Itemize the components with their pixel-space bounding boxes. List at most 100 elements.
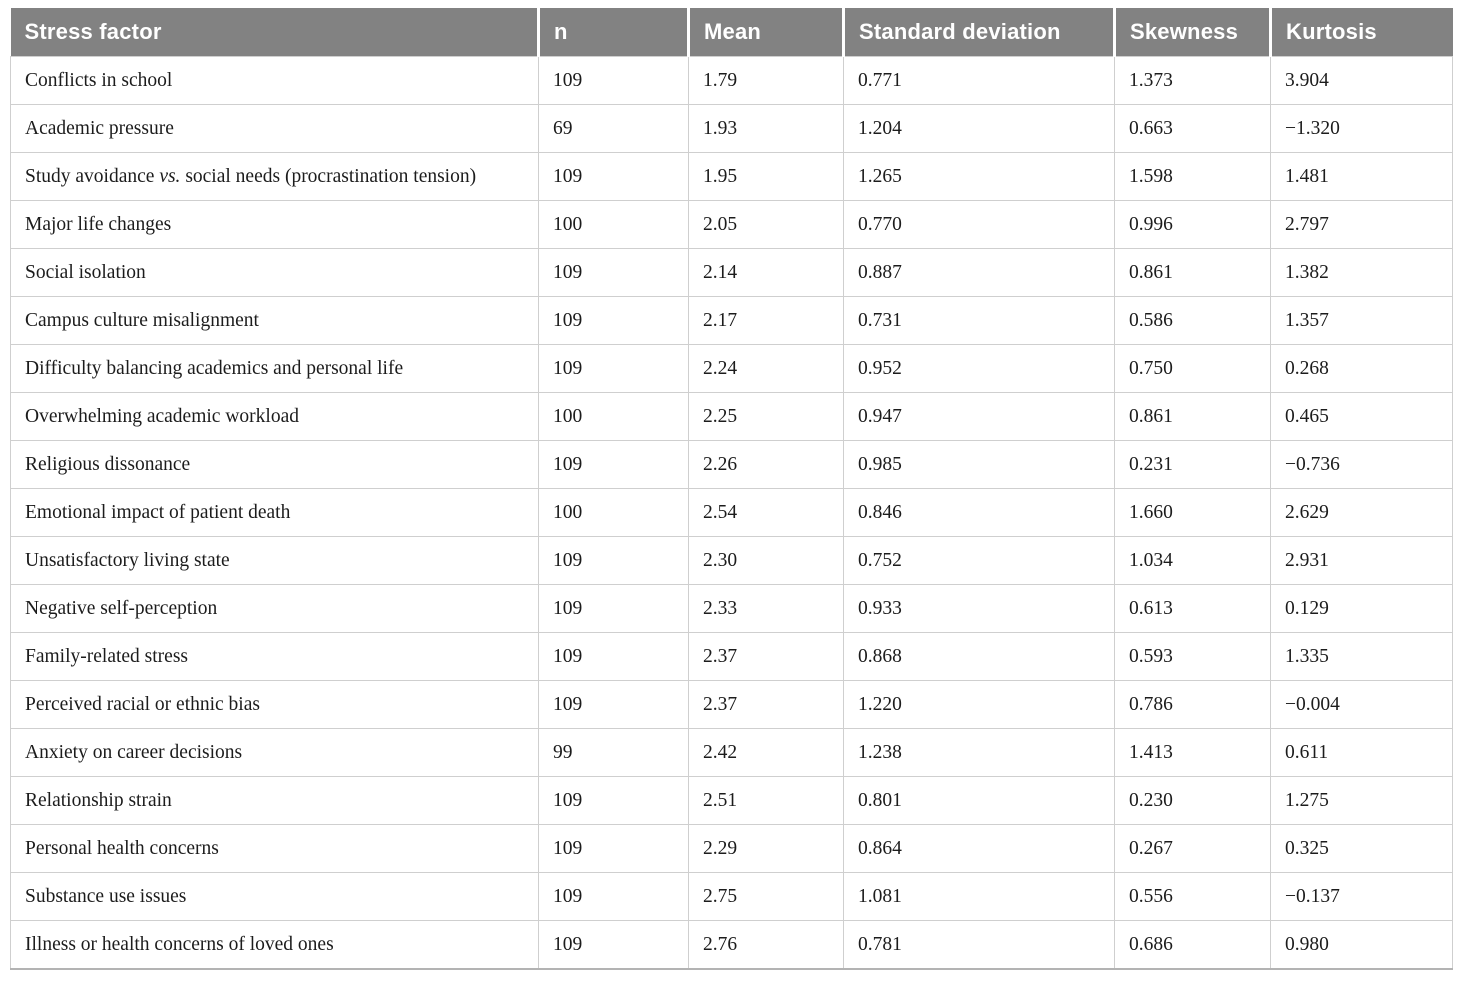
cell-factor: Family-related stress (10, 632, 539, 681)
cell-factor: Unsatisfactory living state (10, 536, 539, 585)
cell-factor: Religious dissonance (10, 440, 539, 489)
cell-mean: 2.37 (688, 632, 844, 681)
cell-mean: 2.26 (688, 440, 844, 489)
cell-skewness: 0.586 (1114, 296, 1271, 345)
cell-factor: Social isolation (10, 248, 539, 297)
cell-n: 109 (538, 824, 689, 873)
cell-kurtosis: 1.335 (1270, 632, 1453, 681)
col-header-stress-factor: Stress factor (10, 8, 539, 57)
cell-n: 100 (538, 488, 689, 537)
cell-sd: 0.868 (843, 632, 1115, 681)
cell-factor: Overwhelming academic workload (10, 392, 539, 441)
cell-factor: Campus culture misalignment (10, 296, 539, 345)
cell-sd: 0.752 (843, 536, 1115, 585)
cell-kurtosis: 0.465 (1270, 392, 1453, 441)
cell-mean: 2.33 (688, 584, 844, 633)
cell-kurtosis: −0.004 (1270, 680, 1453, 729)
table-row: Relationship strain 109 2.51 0.801 0.230 1.27… (10, 776, 1453, 825)
cell-skewness: 0.231 (1114, 440, 1271, 489)
table-row: Emotional impact of patient death 100 2.54… (10, 488, 1453, 537)
table-row: Difficulty balancing academics and perso… (10, 344, 1453, 393)
cell-sd: 1.238 (843, 728, 1115, 777)
cell-sd: 0.771 (843, 56, 1115, 105)
cell-n: 109 (538, 440, 689, 489)
table-row: Study avoidance vs. social needs (procra… (10, 152, 1453, 201)
table-row: Anxiety on career decisions 99 2.42 1.238 1.… (10, 728, 1453, 777)
cell-n: 69 (538, 104, 689, 153)
cell-kurtosis: 0.325 (1270, 824, 1453, 873)
cell-skewness: 1.373 (1114, 56, 1271, 105)
cell-mean: 2.54 (688, 488, 844, 537)
header-row: Stress factor n Mean Standard deviation … (10, 8, 1453, 57)
cell-sd: 1.220 (843, 680, 1115, 729)
cell-mean: 2.14 (688, 248, 844, 297)
cell-skewness: 0.613 (1114, 584, 1271, 633)
cell-skewness: 0.556 (1114, 872, 1271, 921)
cell-n: 109 (538, 56, 689, 105)
table-row: Major life changes 100 2.05 0.770 0.996 2.797 (10, 200, 1453, 249)
cell-kurtosis: 2.629 (1270, 488, 1453, 537)
cell-factor: Difficulty balancing academics and perso… (10, 344, 539, 393)
cell-mean: 2.37 (688, 680, 844, 729)
cell-sd: 0.864 (843, 824, 1115, 873)
cell-mean: 2.75 (688, 872, 844, 921)
cell-n: 109 (538, 152, 689, 201)
cell-factor: Anxiety on career decisions (10, 728, 539, 777)
cell-sd: 0.952 (843, 344, 1115, 393)
table-row: Perceived racial or ethnic bias 109 2.37 1.… (10, 680, 1453, 729)
cell-n: 109 (538, 920, 689, 970)
cell-n: 109 (538, 536, 689, 585)
cell-sd: 1.204 (843, 104, 1115, 153)
cell-factor: Conflicts in school (10, 56, 539, 105)
cell-n: 100 (538, 200, 689, 249)
cell-n: 109 (538, 680, 689, 729)
cell-skewness: 0.663 (1114, 104, 1271, 153)
cell-kurtosis: 2.931 (1270, 536, 1453, 585)
cell-kurtosis: 1.481 (1270, 152, 1453, 201)
cell-sd: 0.887 (843, 248, 1115, 297)
cell-kurtosis: 1.357 (1270, 296, 1453, 345)
cell-skewness: 0.786 (1114, 680, 1271, 729)
cell-skewness: 0.686 (1114, 920, 1271, 970)
cell-n: 109 (538, 248, 689, 297)
cell-mean: 2.24 (688, 344, 844, 393)
cell-sd: 0.770 (843, 200, 1115, 249)
cell-n: 109 (538, 344, 689, 393)
cell-sd: 0.846 (843, 488, 1115, 537)
table-row: Religious dissonance 109 2.26 0.985 0.231 −0.… (10, 440, 1453, 489)
col-header-mean: Mean (687, 8, 844, 57)
table-row: Academic pressure 69 1.93 1.204 0.663 −1.320 (10, 104, 1453, 153)
cell-skewness: 1.660 (1114, 488, 1271, 537)
cell-sd: 0.731 (843, 296, 1115, 345)
cell-mean: 2.76 (688, 920, 844, 970)
cell-kurtosis: 1.275 (1270, 776, 1453, 825)
cell-mean: 2.29 (688, 824, 844, 873)
cell-factor: Major life changes (10, 200, 539, 249)
cell-kurtosis: 0.268 (1270, 344, 1453, 393)
cell-sd: 0.985 (843, 440, 1115, 489)
cell-factor: Academic pressure (10, 104, 539, 153)
cell-factor: Substance use issues (10, 872, 539, 921)
cell-factor: Emotional impact of patient death (10, 488, 539, 537)
cell-n: 100 (538, 392, 689, 441)
cell-sd: 1.081 (843, 872, 1115, 921)
cell-n: 109 (538, 632, 689, 681)
cell-kurtosis: −1.320 (1270, 104, 1453, 153)
cell-mean: 2.25 (688, 392, 844, 441)
cell-mean: 2.42 (688, 728, 844, 777)
cell-mean: 2.30 (688, 536, 844, 585)
cell-skewness: 0.861 (1114, 248, 1271, 297)
cell-skewness: 0.750 (1114, 344, 1271, 393)
cell-factor: Study avoidance vs. social needs (procra… (10, 152, 539, 201)
table-row: Illness or health concerns of loved ones… (10, 920, 1453, 970)
cell-skewness: 0.230 (1114, 776, 1271, 825)
cell-n: 109 (538, 872, 689, 921)
cell-sd: 0.947 (843, 392, 1115, 441)
table-row: Conflicts in school 109 1.79 0.771 1.373 3.90… (10, 56, 1453, 105)
cell-skewness: 0.861 (1114, 392, 1271, 441)
table-row: Overwhelming academic workload 100 2.25 0.9… (10, 392, 1453, 441)
cell-mean: 2.05 (688, 200, 844, 249)
italic-abbreviation: vs. (159, 165, 181, 187)
table-row: Substance use issues 109 2.75 1.081 0.556 −0.… (10, 872, 1453, 921)
